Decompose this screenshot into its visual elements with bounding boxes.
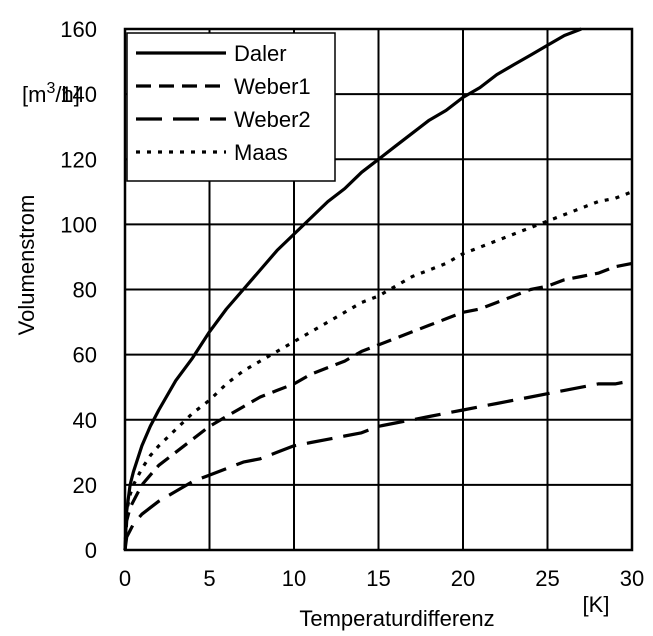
series-line-weber2 [123, 379, 633, 551]
y-tick-label: 20 [73, 473, 97, 498]
x-tick-label: 5 [203, 566, 215, 591]
y-tick-label: 40 [73, 408, 97, 433]
y-tick-label: 0 [85, 538, 97, 563]
legend-label-weber2: Weber2 [234, 107, 311, 132]
series-line-maas [123, 190, 633, 551]
y-tick-label: 60 [73, 343, 97, 368]
x-axis-ticks: 0 5 10 15 20 25 30 [119, 566, 644, 591]
legend-box [126, 32, 336, 182]
y-tick-label: 100 [60, 212, 97, 237]
x-axis-unit: [K] [583, 592, 610, 617]
x-tick-label: 25 [535, 566, 559, 591]
y-tick-label: 160 [60, 17, 97, 42]
y-tick-label: 140 [60, 82, 97, 107]
y-axis-label: Volumenstrom [14, 195, 39, 336]
x-tick-label: 20 [451, 566, 475, 591]
y-axis-unit-superscript: 3 [46, 80, 55, 97]
legend-label-daler: Daler [234, 41, 287, 66]
x-tick-label: 15 [366, 566, 390, 591]
x-tick-label: 0 [119, 566, 131, 591]
legend: Daler Weber1 Weber2 Maas [126, 32, 336, 182]
data-series [123, 27, 633, 551]
y-tick-label: 120 [60, 147, 97, 172]
y-axis-unit-tail: /h] [55, 82, 79, 107]
x-tick-label: 10 [282, 566, 306, 591]
x-axis-label: Temperaturdifferenz [299, 606, 494, 631]
x-tick-label: 30 [620, 566, 644, 591]
y-tick-label: 80 [73, 278, 97, 303]
y-axis-unit: [m3/h] [22, 80, 80, 107]
series-line-daler [123, 27, 582, 551]
y-axis-ticks: 0 20 40 60 80 100 120 140 160 [60, 17, 97, 563]
series-line-weber1 [123, 261, 633, 551]
legend-label-maas: Maas [234, 140, 288, 165]
legend-label-weber1: Weber1 [234, 74, 311, 99]
y-axis-unit-base: [m [22, 82, 46, 107]
plot-frame [123, 27, 634, 552]
